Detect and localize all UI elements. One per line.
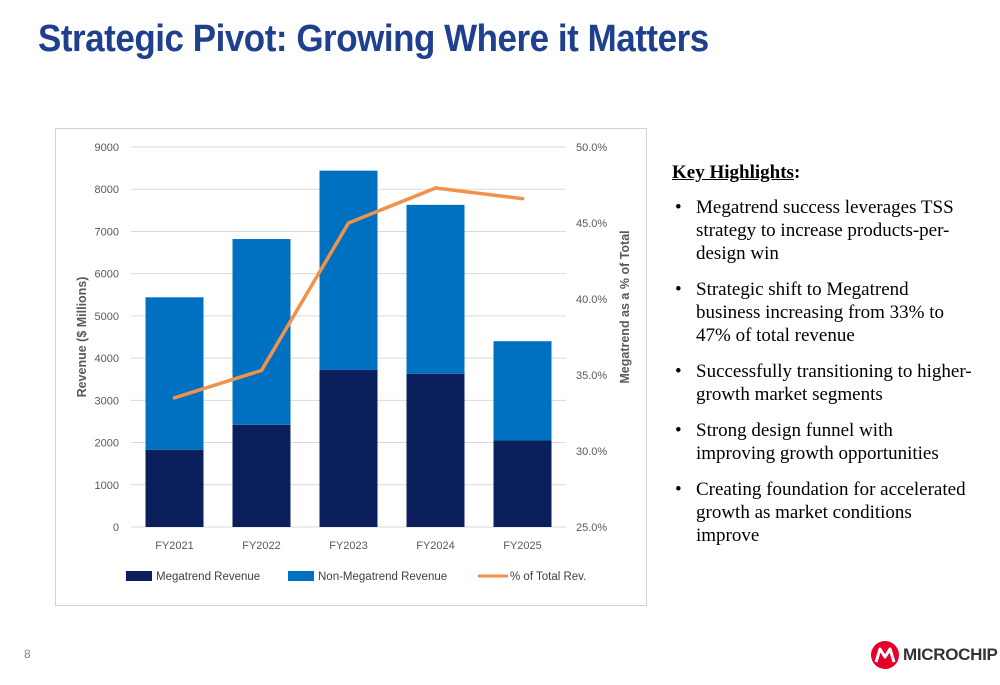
- microchip-logo-icon: [871, 641, 899, 669]
- y-tick-label: 6000: [95, 269, 119, 281]
- line-point: [433, 186, 438, 190]
- key-highlights-heading-colon: :: [793, 162, 801, 183]
- x-tick-label: FY2022: [242, 540, 281, 552]
- bar-non-megatrend: [232, 239, 291, 425]
- y2-tick-label: 40.0%: [576, 294, 607, 306]
- y-tick-label: 3000: [95, 395, 119, 407]
- y-tick-label: 5000: [95, 311, 119, 323]
- y-axis-label: Revenue ($ Millions): [75, 277, 89, 398]
- microchip-logo: MICROCHIP: [870, 640, 998, 670]
- bar-megatrend: [319, 369, 378, 527]
- x-tick-label: FY2024: [416, 540, 455, 552]
- logo-text: MICROCHIP: [903, 645, 998, 664]
- bar-megatrend: [232, 424, 291, 527]
- chart-svg: 0 1000 2000 3000 4000 5000 6000 7000 8000 9000 25.…: [75, 142, 632, 583]
- highlight-item: Successfully transitioning to higher-gro…: [672, 360, 972, 406]
- legend-label: Megatrend Revenue: [156, 571, 260, 583]
- bar-non-megatrend: [493, 341, 552, 441]
- highlights-list: Megatrend success leverages TSS strategy…: [672, 196, 972, 547]
- x-tick-label: FY2023: [329, 540, 368, 552]
- highlight-item: Strong design funnel with improving grow…: [672, 419, 972, 465]
- y2-tick-label: 45.0%: [576, 218, 607, 230]
- line-point: [520, 196, 525, 201]
- bar-megatrend: [145, 449, 204, 527]
- y-tick-label: 1000: [95, 480, 119, 492]
- y-tick-label: 7000: [95, 226, 119, 238]
- y2-tick-label: 25.0%: [576, 522, 607, 534]
- key-highlights-heading-text: Key Highlights: [672, 162, 794, 183]
- bar-megatrend: [493, 440, 552, 527]
- y2-axis-label: Megatrend as a % of Total: [618, 230, 632, 383]
- y2-tick-label: 30.0%: [576, 446, 607, 458]
- line-point: [346, 221, 351, 225]
- slide-title: Strategic Pivot: Growing Where it Matter…: [38, 18, 709, 60]
- legend-label: % of Total Rev.: [510, 571, 586, 583]
- highlight-item: Creating foundation for accelerated grow…: [672, 478, 972, 547]
- y-tick-label: 9000: [95, 142, 119, 154]
- x-tick-label: FY2025: [503, 540, 542, 552]
- bar-non-megatrend: [145, 297, 204, 450]
- legend-swatch-megatrend: [126, 571, 152, 581]
- legend-label: Non-Megatrend Revenue: [318, 571, 447, 583]
- y2-tick-label: 50.0%: [576, 142, 607, 154]
- page-number: 8: [24, 647, 31, 661]
- y-tick-label: 8000: [95, 184, 119, 196]
- y-tick-label: 0: [113, 522, 119, 534]
- line-point: [259, 368, 264, 373]
- y-tick-label: 2000: [95, 438, 119, 450]
- y2-tick-label: 35.0%: [576, 370, 607, 382]
- line-point: [172, 396, 177, 400]
- x-tick-label: FY2021: [155, 540, 194, 552]
- revenue-chart: 0 1000 2000 3000 4000 5000 6000 7000 8000 9000 25.…: [55, 128, 647, 606]
- key-highlights-heading: Key Highlights:: [672, 162, 972, 184]
- highlight-item: Strategic shift to Megatrend business in…: [672, 278, 972, 347]
- bar-non-megatrend: [406, 204, 465, 374]
- bar-megatrend: [406, 373, 465, 527]
- highlight-item: Megatrend success leverages TSS strategy…: [672, 196, 972, 265]
- bar-non-megatrend: [319, 170, 378, 370]
- y-tick-label: 4000: [95, 353, 119, 365]
- legend-swatch-non-megatrend: [288, 571, 314, 581]
- key-highlights-panel: Key Highlights: Megatrend success levera…: [672, 162, 972, 560]
